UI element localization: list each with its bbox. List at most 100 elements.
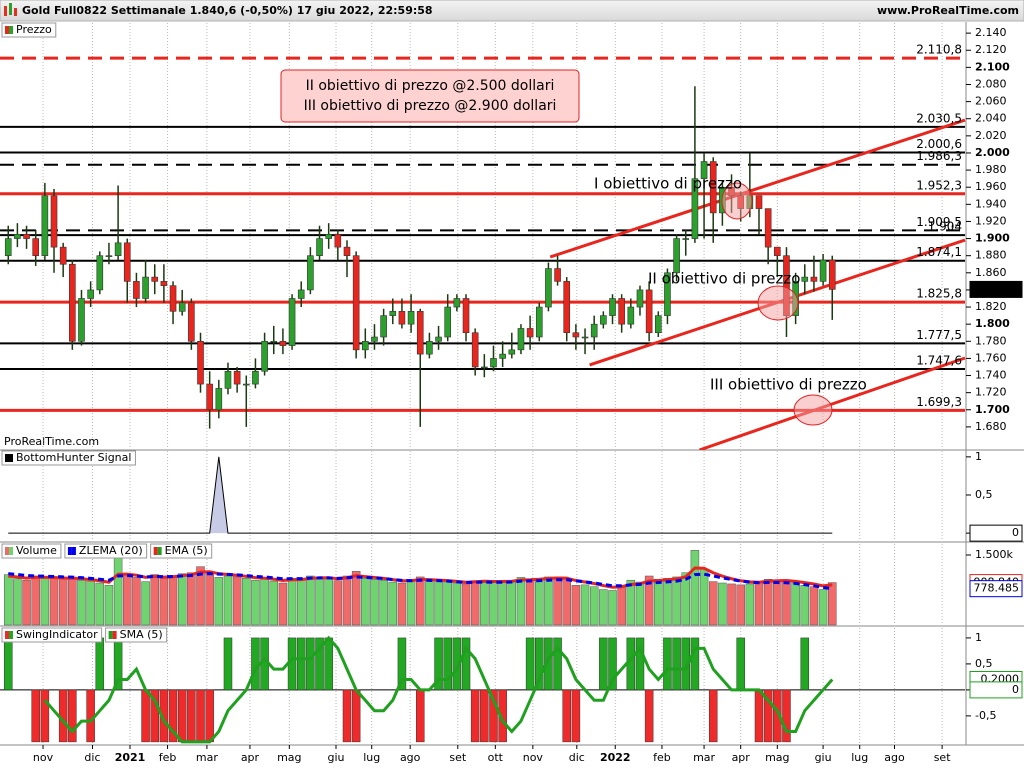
legend-label: Prezzo xyxy=(16,23,52,36)
volume-bar xyxy=(782,579,791,626)
volume-bar xyxy=(754,582,764,626)
candle-body xyxy=(4,238,12,256)
legend-item: BottomHunter Signal xyxy=(1,450,136,466)
swing-bar xyxy=(525,637,535,691)
swing-bar xyxy=(306,637,315,691)
volume-bar xyxy=(663,578,672,626)
swing-bar xyxy=(782,689,791,743)
x-tick-label: mar xyxy=(196,751,218,764)
volume-bar xyxy=(370,579,379,626)
legend-label: SMA (5) xyxy=(120,628,163,641)
volume-bar xyxy=(214,577,224,626)
volume-bar xyxy=(654,579,663,626)
level-label: 1.747,6 xyxy=(916,354,962,368)
volume-bar xyxy=(269,580,279,626)
volume-bar xyxy=(342,575,352,626)
volume-bar xyxy=(177,573,187,626)
volume-bar xyxy=(672,576,681,626)
y-tick-label: 1.960 xyxy=(975,180,1007,193)
value-readout: 1.840,6 xyxy=(972,282,1019,295)
candle-body xyxy=(96,255,104,291)
volume-bar xyxy=(95,582,105,626)
legend-swatch xyxy=(5,631,9,639)
candle-body xyxy=(682,238,690,240)
level-label: 1.952,3 xyxy=(916,178,962,192)
candle-body xyxy=(709,161,717,214)
swing-bar xyxy=(68,689,77,743)
x-tick-label: lug xyxy=(363,751,380,764)
swing-bar xyxy=(663,637,672,691)
candle-body xyxy=(828,259,836,290)
signal-line xyxy=(8,456,833,534)
y-tick-label: 1.800 xyxy=(975,317,1010,330)
candle-body xyxy=(380,315,387,338)
legend-swatch xyxy=(112,631,117,639)
candle-body xyxy=(325,233,332,239)
swing-bar xyxy=(608,637,617,691)
y-tick-label: 2.120 xyxy=(975,43,1007,56)
candle-body xyxy=(645,289,653,334)
legend-box xyxy=(64,543,148,559)
candle-body xyxy=(297,289,305,299)
candle-body xyxy=(334,233,342,248)
candle-body xyxy=(819,259,827,282)
volume-bar xyxy=(699,568,709,626)
swing-bar xyxy=(434,637,443,691)
swing-bar xyxy=(708,689,718,743)
candle-body xyxy=(774,246,781,256)
candle-body xyxy=(810,276,818,282)
volume-bar xyxy=(31,575,40,626)
y-tick-label: 1.860 xyxy=(975,266,1007,279)
candle-body xyxy=(352,255,360,351)
swing-bar xyxy=(324,637,333,691)
volume-bar xyxy=(77,579,86,626)
legend-swatch xyxy=(9,454,13,462)
candle-body xyxy=(23,233,30,239)
candle-body xyxy=(618,298,625,325)
legend-box xyxy=(1,543,62,559)
level-label: 2.110,8 xyxy=(916,43,962,57)
volume-bar xyxy=(68,578,77,626)
volume-bar xyxy=(168,575,178,626)
candle-body xyxy=(407,311,415,325)
legend-swatch xyxy=(67,547,72,555)
swing-bar xyxy=(196,689,205,743)
legend-box xyxy=(1,627,103,643)
x-tick-label: apr xyxy=(241,751,260,764)
swing-bar xyxy=(3,637,13,691)
signal-area xyxy=(8,456,833,534)
candle-body xyxy=(59,246,67,265)
swing-bar xyxy=(690,637,700,691)
candle-body xyxy=(600,315,607,325)
candle-body xyxy=(545,268,552,308)
volume-bar xyxy=(86,580,95,626)
volume-bar xyxy=(278,582,288,626)
y-tick-label: 2.060 xyxy=(975,95,1007,108)
swing-bar xyxy=(672,637,681,691)
y-tick-label: 1.760 xyxy=(975,351,1007,364)
swing-bar xyxy=(31,689,40,743)
volume-bar xyxy=(49,577,59,626)
level-label: 1.777,5 xyxy=(916,328,962,342)
watermark: ProRealTime.com xyxy=(4,435,99,448)
y-tick-label: 1.500k xyxy=(975,548,1013,561)
candle-body xyxy=(398,311,406,325)
volume-bar xyxy=(141,581,150,626)
candle-body xyxy=(14,233,21,239)
value-readout-box xyxy=(969,580,1023,598)
candle-body xyxy=(252,370,259,385)
candle-body xyxy=(554,268,561,282)
swing-bar xyxy=(489,689,498,743)
swing-bar xyxy=(223,637,233,691)
volume-bar xyxy=(571,585,581,626)
candle-body xyxy=(499,353,506,359)
swing-bar xyxy=(562,689,571,743)
volume-bar xyxy=(434,580,443,626)
volume-bar xyxy=(13,578,22,626)
legend-swatch xyxy=(5,547,9,555)
candle-body xyxy=(206,383,213,411)
y-tick-label: 1 xyxy=(975,450,982,463)
volume-bar xyxy=(461,583,471,626)
volume-bar xyxy=(388,581,398,626)
header-title: Gold Full0822 Settimanale 1.840,6 (-0,50… xyxy=(22,4,433,17)
